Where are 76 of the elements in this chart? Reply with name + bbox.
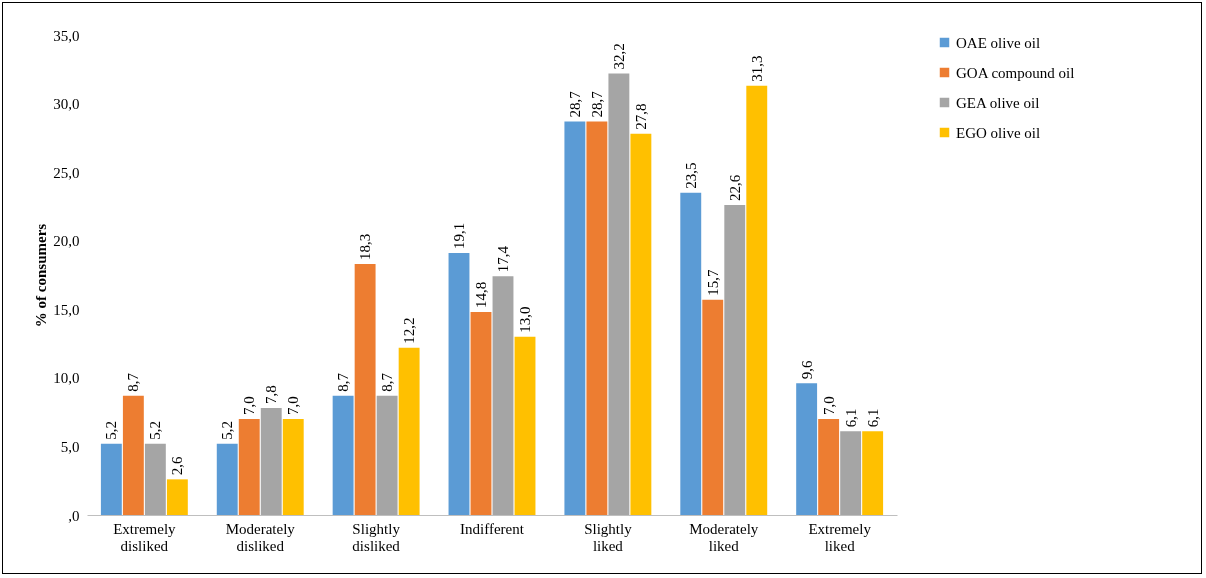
data-label: 17,4 <box>495 245 511 273</box>
data-label: 14,8 <box>473 281 489 309</box>
bar <box>122 395 144 515</box>
y-tick-label: 35,0 <box>53 27 80 44</box>
data-label: 15,7 <box>704 268 721 296</box>
data-label: 18,3 <box>357 233 374 261</box>
bar <box>818 419 840 515</box>
bar <box>166 479 188 515</box>
x-tick-label: Moderately liked <box>689 520 759 554</box>
y-axis-title: % of consumers <box>33 223 50 328</box>
data-label: 8,7 <box>379 372 396 392</box>
bar <box>282 419 304 515</box>
bar <box>796 383 818 515</box>
x-tick-label: Slightly disliked <box>352 520 401 554</box>
legend-label: GOA compound oil <box>956 64 1075 81</box>
data-label: 2,6 <box>169 456 186 476</box>
data-label: 6,1 <box>864 408 881 428</box>
bar <box>680 192 702 515</box>
data-label: 7,0 <box>820 396 837 415</box>
y-tick-label: 15,0 <box>53 301 80 318</box>
bar <box>448 253 470 515</box>
data-label: 31,3 <box>748 55 765 82</box>
data-label: 28,7 <box>566 90 583 118</box>
data-label: 13,0 <box>517 306 533 333</box>
y-tick-label: 25,0 <box>53 164 80 181</box>
bar <box>144 443 166 515</box>
data-label: 8,7 <box>125 372 142 392</box>
data-label: 19,1 <box>451 222 467 250</box>
y-tick-label: 20,0 <box>53 233 80 250</box>
bar <box>608 73 630 515</box>
bar <box>564 121 586 515</box>
bar <box>702 299 724 515</box>
x-tick-label: Extremely liked <box>808 520 872 554</box>
bar <box>746 85 768 515</box>
bar <box>216 443 238 515</box>
legend-label: OAE olive oil <box>956 34 1041 51</box>
legend-label: EGO olive oil <box>956 124 1041 141</box>
data-label: 22,6 <box>726 174 743 202</box>
bar <box>332 395 354 515</box>
data-label: 9,6 <box>798 360 815 380</box>
x-tick-label: Slightly liked <box>584 520 633 554</box>
bar <box>724 205 746 515</box>
x-tick-label: Indifferent <box>460 520 525 537</box>
bar <box>376 395 398 515</box>
data-label: 23,5 <box>682 162 699 189</box>
data-label: 12,2 <box>401 317 418 344</box>
bar <box>398 347 420 515</box>
y-tick-label: 30,0 <box>53 96 80 113</box>
data-label: 5,2 <box>219 420 236 440</box>
data-label: 5,2 <box>147 420 164 440</box>
data-label: 7,0 <box>285 396 302 415</box>
bar <box>470 312 492 515</box>
data-label: 8,7 <box>335 372 352 392</box>
bar <box>630 133 652 515</box>
x-tick-label: Moderately disliked <box>225 520 296 554</box>
data-label: 27,8 <box>632 103 649 130</box>
x-tick-label: Extremely disliked <box>113 520 177 554</box>
bar <box>354 264 376 515</box>
bar <box>586 121 608 515</box>
data-label: 32,2 <box>610 43 627 70</box>
y-tick-label: 5,0 <box>60 438 80 455</box>
bar <box>100 443 122 515</box>
data-label: 6,1 <box>842 408 859 428</box>
y-tick-label: 10,0 <box>53 370 80 387</box>
bar <box>260 408 282 515</box>
data-label: 5,2 <box>103 420 120 440</box>
legend-label: GEA olive oil <box>956 94 1040 111</box>
bar <box>514 336 536 515</box>
data-label: 28,7 <box>588 90 605 118</box>
bar <box>238 419 260 515</box>
y-tick-label: ,0 <box>68 507 80 524</box>
bar <box>862 431 884 515</box>
data-label: 7,0 <box>241 396 258 415</box>
bar <box>840 431 862 515</box>
data-label: 7,8 <box>263 385 280 405</box>
bar <box>492 276 514 515</box>
